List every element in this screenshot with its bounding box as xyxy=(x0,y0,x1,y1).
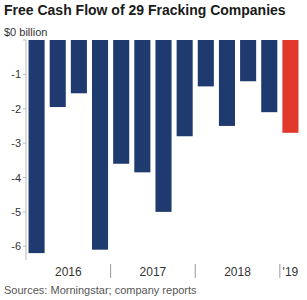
bar xyxy=(113,40,129,164)
y-tick-label: -5 xyxy=(11,206,21,218)
y-tick xyxy=(23,74,26,75)
source: Sources: Morningstar; company reports xyxy=(4,284,197,296)
bar xyxy=(219,40,235,126)
bar xyxy=(155,40,171,212)
y-tick xyxy=(23,40,26,41)
y-tick-label: -6 xyxy=(11,240,21,252)
bar xyxy=(177,40,193,136)
x-tick-label: 2018 xyxy=(224,265,251,279)
bar xyxy=(92,40,108,250)
y-tick xyxy=(23,211,26,212)
y-tick xyxy=(23,108,26,109)
y-axis-line xyxy=(26,40,27,260)
chart: Free Cash Flow of 29 Fracking Companies $… xyxy=(0,0,307,300)
bar xyxy=(134,40,150,172)
bar xyxy=(282,40,298,133)
group-separator xyxy=(279,264,280,278)
title: Free Cash Flow of 29 Fracking Companies xyxy=(4,2,286,18)
y-tick xyxy=(23,143,26,144)
y-tick xyxy=(23,177,26,178)
bar xyxy=(71,40,87,93)
bar xyxy=(29,40,45,253)
bar xyxy=(50,40,66,107)
y-tick-label: -3 xyxy=(11,137,21,149)
y-tick-label: -4 xyxy=(11,172,21,184)
y-tick-label: $0 billion xyxy=(4,26,47,38)
y-tick xyxy=(23,246,26,247)
x-tick-label: 2017 xyxy=(140,265,167,279)
bar xyxy=(198,40,214,86)
y-tick-label: -2 xyxy=(11,103,21,115)
x-tick-label: '19 xyxy=(283,265,299,279)
bar xyxy=(240,40,256,81)
y-tick-label: -1 xyxy=(11,68,21,80)
group-separator xyxy=(195,264,196,278)
bar xyxy=(261,40,277,112)
group-separator xyxy=(110,264,111,278)
x-tick-label: 2016 xyxy=(55,265,82,279)
bars xyxy=(29,40,299,253)
